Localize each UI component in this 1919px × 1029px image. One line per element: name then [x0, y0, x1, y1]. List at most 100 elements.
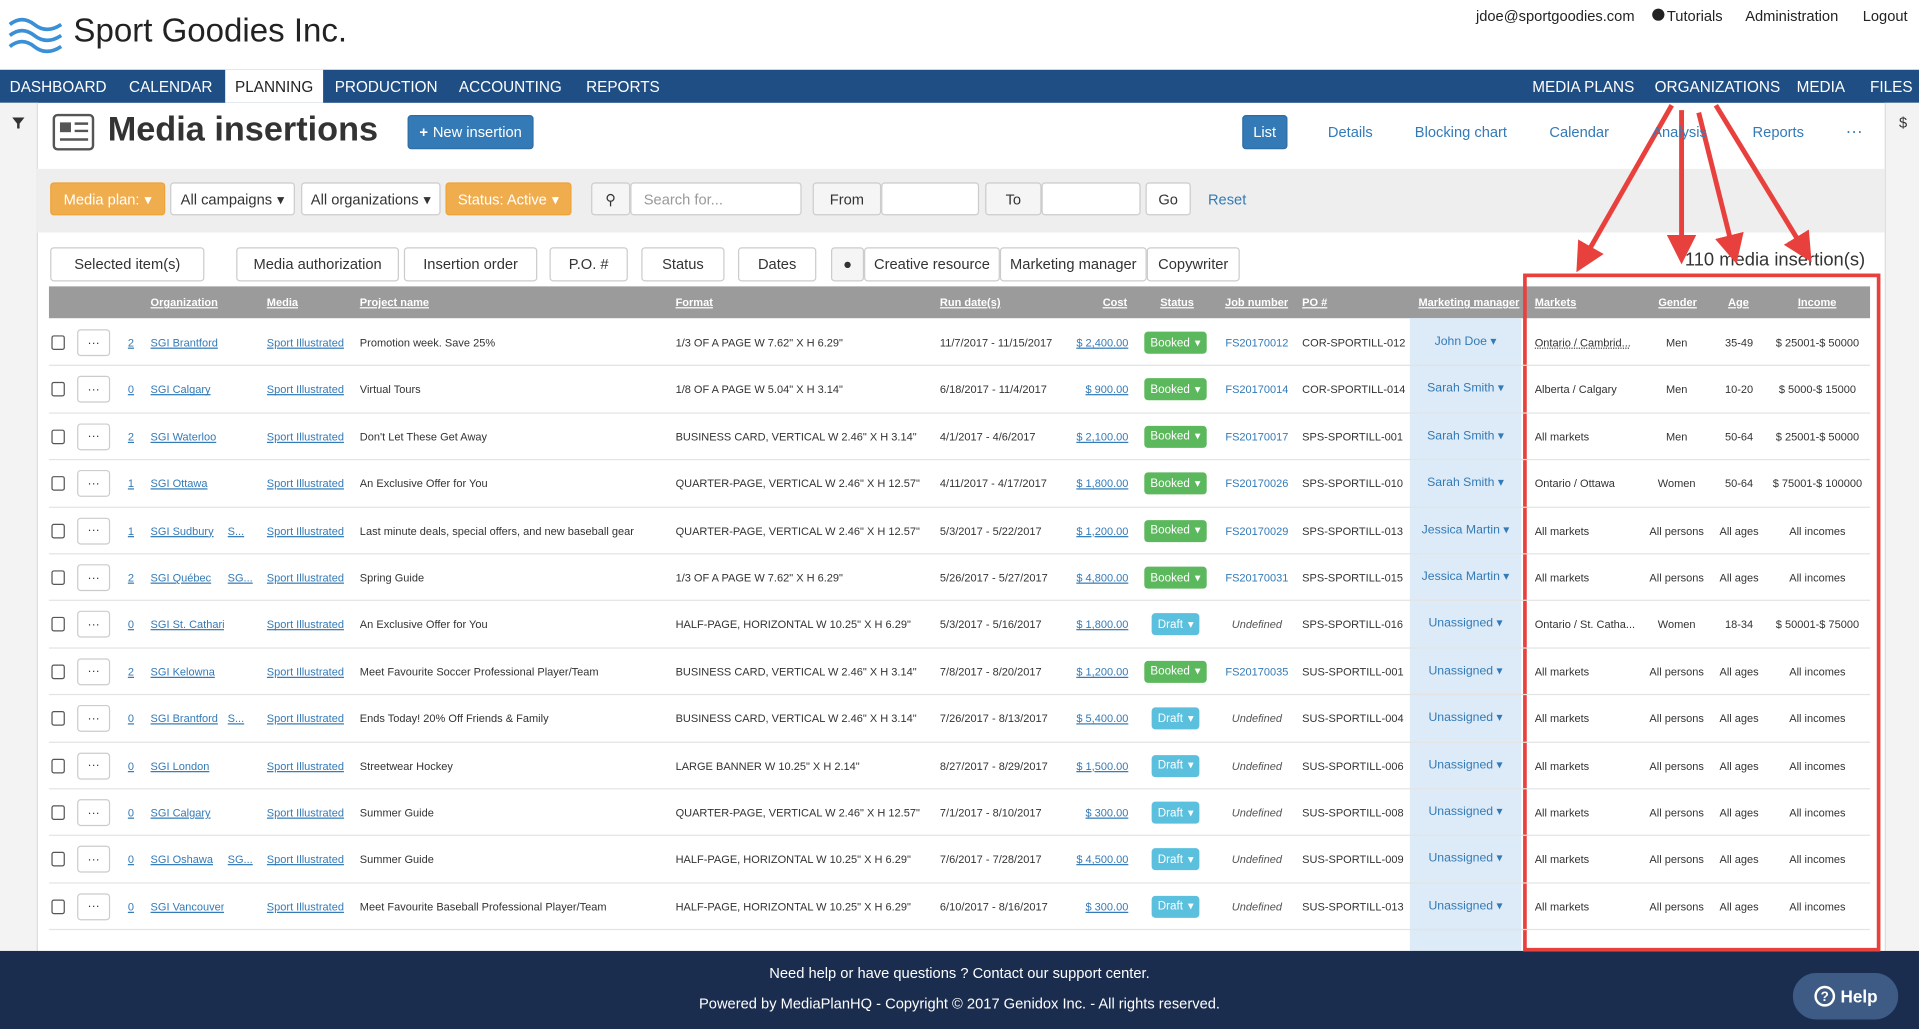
media[interactable]: Sport Illustrated: [267, 601, 353, 648]
status-button[interactable]: Booked ▾: [1144, 426, 1206, 448]
note-count[interactable]: 2: [124, 554, 139, 601]
nav-item[interactable]: PLANNING: [225, 70, 323, 103]
filter-dropdown[interactable]: Status: Active ▾: [445, 182, 571, 215]
filter-dropdown[interactable]: All campaigns ▾: [170, 182, 295, 215]
copy-icon[interactable]: [51, 335, 64, 350]
action-button[interactable]: Insertion order: [404, 247, 537, 281]
organization[interactable]: SGI Sudbury: [151, 507, 224, 554]
action-button[interactable]: Dates: [738, 247, 816, 281]
copy-icon[interactable]: [51, 852, 64, 867]
column-header[interactable]: Media: [267, 286, 298, 318]
job-number[interactable]: FS20170014: [1221, 366, 1292, 413]
copy-icon[interactable]: [51, 899, 64, 914]
organization[interactable]: SGI Brantford: [151, 695, 224, 742]
nav-item[interactable]: FILES: [1855, 70, 1919, 103]
row-menu[interactable]: ···: [77, 752, 110, 779]
cost[interactable]: $ 1,200.00: [1055, 507, 1128, 554]
media[interactable]: Sport Illustrated: [267, 554, 353, 601]
nav-item[interactable]: MEDIA: [1782, 70, 1860, 103]
cost[interactable]: $ 2,400.00: [1055, 319, 1128, 366]
organization[interactable]: SGI Kelowna: [151, 648, 224, 695]
row-menu[interactable]: ···: [77, 470, 110, 497]
marketing-manager[interactable]: Unassigned ▾: [1410, 742, 1521, 789]
role-button[interactable]: Marketing manager: [1000, 247, 1147, 281]
column-header[interactable]: Age: [1728, 286, 1749, 318]
note-count[interactable]: 0: [124, 601, 139, 648]
view-tab[interactable]: Analysis: [1642, 115, 1716, 149]
copy-icon[interactable]: [51, 805, 64, 820]
marketing-manager[interactable]: Unassigned ▾: [1410, 695, 1521, 742]
view-tab[interactable]: Reports: [1743, 115, 1814, 149]
status-button[interactable]: Draft ▾: [1152, 614, 1200, 636]
status-button[interactable]: Draft ▾: [1152, 849, 1200, 871]
job-number[interactable]: FS20170017: [1221, 413, 1292, 460]
user-link[interactable]: jdoe@sportgoodies.com: [1476, 7, 1635, 24]
nav-item[interactable]: ACCOUNTING: [448, 70, 573, 103]
view-tab[interactable]: Blocking chart: [1405, 115, 1517, 149]
more-menu[interactable]: ···: [1846, 121, 1863, 141]
media[interactable]: Sport Illustrated: [267, 366, 353, 413]
copy-icon[interactable]: [51, 758, 64, 773]
note-count[interactable]: 1: [124, 460, 139, 507]
user-link[interactable]: Logout: [1863, 7, 1908, 24]
user-link[interactable]: Administration: [1745, 7, 1838, 24]
view-tab[interactable]: Details: [1318, 115, 1382, 149]
nav-item[interactable]: ORGANIZATIONS: [1640, 70, 1795, 103]
media[interactable]: Sport Illustrated: [267, 319, 353, 366]
organization[interactable]: S...: [228, 507, 265, 554]
marketing-manager[interactable]: Jessica Martin ▾: [1410, 507, 1521, 554]
organization[interactable]: SGI Brantford: [151, 319, 224, 366]
cost[interactable]: $ 1,800.00: [1055, 601, 1128, 648]
row-menu[interactable]: ···: [77, 705, 110, 732]
marketing-manager[interactable]: Unassigned ▾: [1410, 648, 1521, 695]
marketing-manager[interactable]: Unassigned ▾: [1410, 601, 1521, 648]
column-header[interactable]: Status: [1160, 286, 1194, 318]
nav-item[interactable]: CALENDAR: [116, 70, 225, 103]
organization[interactable]: SG...: [228, 836, 265, 883]
status-button[interactable]: Booked ▾: [1144, 332, 1206, 354]
column-header[interactable]: Job number: [1225, 286, 1288, 318]
row-menu[interactable]: ···: [77, 423, 110, 450]
nav-item[interactable]: DASHBOARD: [0, 70, 116, 103]
organization[interactable]: SGI Ottawa: [151, 460, 224, 507]
row-menu[interactable]: ···: [77, 846, 110, 873]
nav-item[interactable]: PRODUCTION: [324, 70, 448, 103]
media[interactable]: Sport Illustrated: [267, 413, 353, 460]
organization[interactable]: SGI Oshawa: [151, 836, 224, 883]
action-button[interactable]: Status: [641, 247, 724, 281]
column-header[interactable]: Organization: [151, 286, 218, 318]
status-button[interactable]: Booked ▾: [1144, 567, 1206, 589]
status-button[interactable]: Draft ▾: [1152, 708, 1200, 730]
user-link[interactable]: Tutorials: [1667, 7, 1723, 24]
filter-dropdown[interactable]: Media plan: ▾: [50, 182, 165, 215]
note-count[interactable]: 1: [124, 507, 139, 554]
reset-link[interactable]: Reset: [1208, 191, 1246, 208]
organization[interactable]: SGI St. Catharines: [151, 601, 224, 648]
organization[interactable]: SGI Calgary: [151, 366, 224, 413]
row-menu[interactable]: ···: [77, 893, 110, 920]
nav-item[interactable]: MEDIA PLANS: [1518, 70, 1649, 103]
media[interactable]: Sport Illustrated: [267, 460, 353, 507]
action-button[interactable]: P.O. #: [550, 247, 628, 281]
column-header[interactable]: PO #: [1302, 286, 1327, 318]
organization[interactable]: SGI Vancouver: [151, 883, 224, 930]
row-menu[interactable]: ···: [77, 564, 110, 591]
status-button[interactable]: Booked ▾: [1144, 379, 1206, 401]
organization[interactable]: SGI Calgary: [151, 789, 224, 836]
status-button[interactable]: Booked ▾: [1144, 520, 1206, 542]
column-header[interactable]: Gender: [1658, 286, 1697, 318]
column-header[interactable]: Income: [1798, 286, 1837, 318]
organization[interactable]: SGI London: [151, 742, 224, 789]
cost[interactable]: $ 5,400.00: [1055, 695, 1128, 742]
note-count[interactable]: 0: [124, 742, 139, 789]
status-button[interactable]: Booked ▾: [1144, 661, 1206, 683]
to-input[interactable]: [1041, 182, 1140, 215]
job-number[interactable]: FS20170012: [1221, 319, 1292, 366]
organization[interactable]: SG...: [228, 554, 265, 601]
column-header[interactable]: Run date(s): [940, 286, 1001, 318]
column-header[interactable]: Format: [676, 286, 713, 318]
note-count[interactable]: 2: [124, 648, 139, 695]
note-count[interactable]: 0: [124, 366, 139, 413]
media[interactable]: Sport Illustrated: [267, 883, 353, 930]
note-count[interactable]: 0: [124, 695, 139, 742]
